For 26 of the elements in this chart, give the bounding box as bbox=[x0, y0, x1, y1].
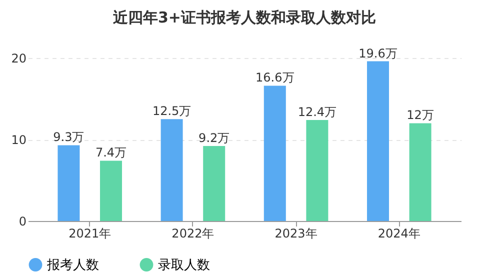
y-tick-label: 10 bbox=[11, 133, 26, 147]
x-tick-label: 2023年 bbox=[274, 226, 318, 240]
data-label: 19.6万 bbox=[358, 46, 398, 60]
data-label: 9.2万 bbox=[198, 131, 230, 146]
x-tick-label: 2022年 bbox=[172, 226, 214, 240]
data-label: 7.4万 bbox=[95, 146, 127, 160]
x-tick-label: 2024年 bbox=[378, 226, 420, 240]
x-tick-label: 2021年 bbox=[68, 226, 112, 240]
data-label: 12万 bbox=[406, 108, 434, 122]
bar bbox=[203, 146, 226, 221]
bar bbox=[58, 145, 80, 221]
chart-title: 近四年3+证书报考人数和录取人数对比 bbox=[112, 8, 376, 26]
data-label: 12.5万 bbox=[152, 104, 192, 118]
bar bbox=[100, 160, 122, 221]
legend-label: 录取人数 bbox=[158, 258, 210, 273]
bar bbox=[306, 120, 328, 221]
legend-label: 报考人数 bbox=[46, 258, 99, 273]
y-tick-label: 0 bbox=[18, 214, 26, 228]
y-tick-label: 20 bbox=[11, 52, 26, 66]
data-label: 9.3万 bbox=[53, 130, 84, 144]
data-label: 12.4万 bbox=[298, 104, 337, 119]
data-label: 16.6万 bbox=[256, 70, 294, 85]
bar bbox=[160, 119, 183, 221]
bar bbox=[409, 123, 432, 221]
bar bbox=[366, 61, 389, 221]
bar bbox=[264, 86, 286, 221]
